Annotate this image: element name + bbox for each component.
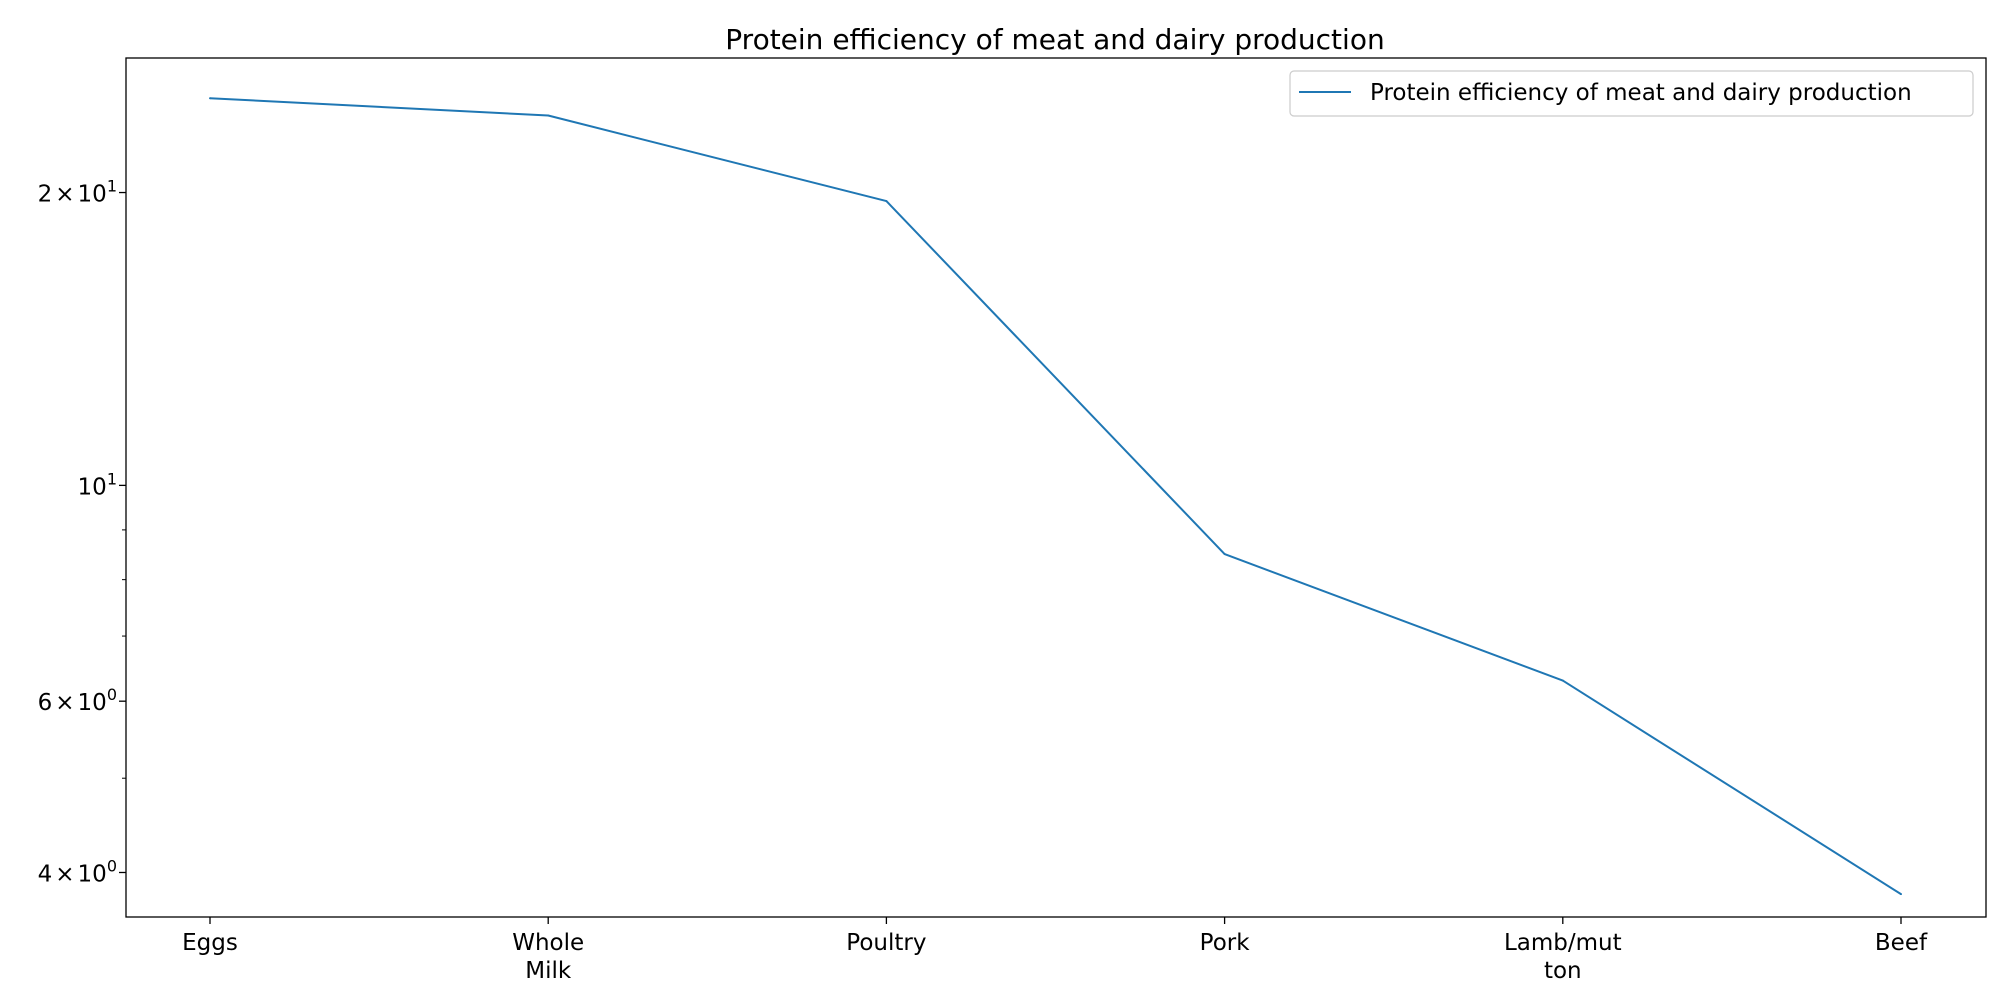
y-tick-label: 6 × 100 — [38, 685, 117, 716]
data-point — [1223, 553, 1226, 556]
chart-title: Protein efficiency of meat and dairy pro… — [725, 23, 1384, 56]
series-line — [209, 97, 1902, 896]
x-tick-label: Poultry — [846, 930, 926, 956]
legend-label: Protein efficiency of meat and dairy pro… — [1370, 80, 1912, 106]
x-tick-label: Beef — [1875, 930, 1928, 956]
legend: Protein efficiency of meat and dairy pro… — [1289, 70, 1974, 117]
data-point — [1900, 893, 1902, 896]
plot-frame — [125, 57, 1987, 918]
data-point — [547, 114, 550, 117]
x-tick-label: Whole Milk — [512, 930, 584, 984]
x-tick-label: Lamb/mut ton — [1504, 930, 1622, 984]
data-point — [885, 200, 888, 203]
x-tick-label: Pork — [1200, 930, 1251, 956]
legend-box — [1289, 70, 1974, 117]
data-point — [1561, 679, 1564, 682]
data-point — [209, 97, 211, 100]
x-tick-label: Eggs — [182, 930, 238, 956]
y-tick-label: 4 × 100 — [38, 856, 117, 887]
y-tick-label: 101 — [78, 469, 117, 500]
y-tick-label: 2 × 101 — [38, 177, 117, 208]
